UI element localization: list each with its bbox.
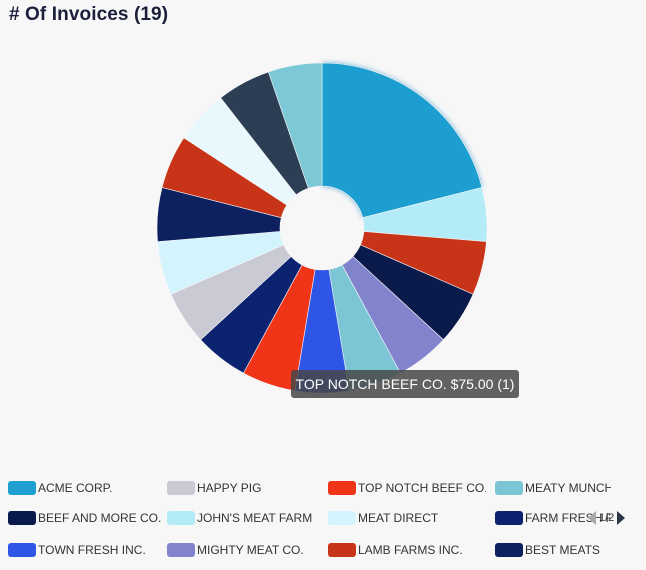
legend-item[interactable]: BEEF AND MORE CO. [8,508,161,528]
pie-slice-15[interactable] [268,62,323,189]
legend-page-indicator: 1/2 [599,512,615,524]
legend-label: MEAT DIRECT [358,511,439,525]
chart-title: # Of Invoices (19) [9,4,169,25]
legend-swatch [167,481,195,495]
legend-label: BEEF AND MORE CO. [38,511,162,525]
slice-tooltip: TOP NOTCH BEEF CO. $75.00 (1) [291,370,519,398]
legend-item[interactable]: BEST MEATS [495,540,600,560]
pie-slice-acme-corp[interactable] [321,62,483,219]
legend-label: HAPPY PIG [197,481,262,495]
legend-swatch [328,543,356,557]
legend-swatch [495,543,523,557]
legend-item[interactable]: TOP NOTCH BEEF CO. [328,478,486,498]
legend-label: MEATY MUNCHIES [525,481,611,495]
legend-label: TOP NOTCH BEEF CO. [358,481,486,495]
legend-item[interactable]: LAMB FARMS INC. [328,540,463,560]
legend-label: TOWN FRESH INC. [38,543,146,557]
legend-swatch [167,511,195,525]
legend-item[interactable]: ACME CORP. [8,478,112,498]
next-page-icon[interactable] [617,511,626,525]
legend-pager: 1/2 [588,509,626,527]
legend-swatch [328,481,356,495]
legend-swatch [8,511,36,525]
legend-label: ACME CORP. [38,481,113,495]
legend-swatch [495,481,523,495]
donut-chart[interactable] [0,0,646,460]
legend-swatch [328,511,356,525]
legend-swatch [8,481,36,495]
legend-item[interactable]: JOHN'S MEAT FARM [167,508,312,528]
legend-label: JOHN'S MEAT FARM [197,511,313,525]
legend-item[interactable]: HAPPY PIG [167,478,261,498]
legend-label: LAMB FARMS INC. [358,543,463,557]
legend-label: BEST MEATS [525,543,600,557]
legend-label: MIGHTY MEAT CO. [197,543,304,557]
legend-item[interactable]: MEATY MUNCHIES [495,478,611,498]
legend-swatch [167,543,195,557]
legend-swatch [495,511,523,525]
legend-item[interactable]: MEAT DIRECT [328,508,438,528]
chart-legend: ACME CORP. BEEF AND MORE CO. TOWN FRESH IN… [0,470,646,570]
legend-item[interactable]: TOWN FRESH INC. [8,540,146,560]
legend-item[interactable]: MIGHTY MEAT CO. [167,540,304,560]
legend-swatch [8,543,36,557]
prev-page-icon[interactable] [588,511,596,525]
